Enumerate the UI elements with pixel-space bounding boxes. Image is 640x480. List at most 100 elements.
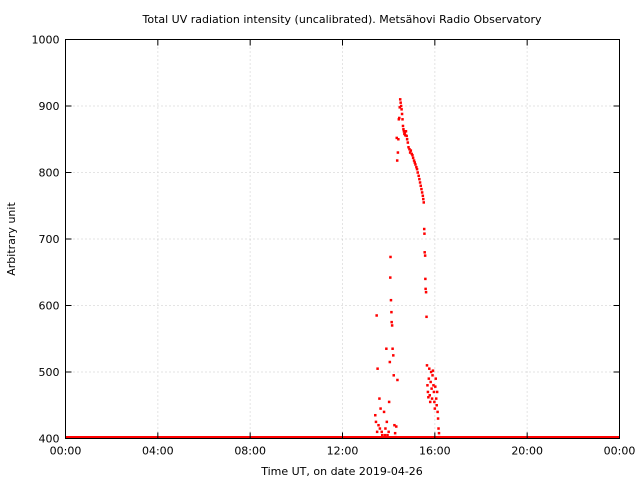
data-point xyxy=(430,397,434,400)
data-point xyxy=(436,417,440,420)
y-tick-label: 900 xyxy=(39,100,60,113)
data-point xyxy=(433,407,437,410)
data-point xyxy=(434,377,438,380)
data-point xyxy=(374,420,378,424)
data-point xyxy=(433,400,436,404)
data-point xyxy=(378,427,382,430)
data-point xyxy=(406,141,410,144)
data-point xyxy=(379,407,382,410)
data-point xyxy=(400,112,404,116)
y-tick-label: 500 xyxy=(39,366,60,379)
y-tick-label: 600 xyxy=(39,300,60,313)
data-point xyxy=(396,151,400,154)
data-point xyxy=(397,118,401,121)
data-point xyxy=(419,184,423,188)
data-point xyxy=(395,159,399,162)
data-point xyxy=(385,420,389,424)
data-point xyxy=(390,310,393,314)
chart-title: Total UV radiation intensity (uncalibrat… xyxy=(142,13,542,26)
data-point xyxy=(402,128,405,131)
data-point xyxy=(423,232,426,235)
data-point xyxy=(407,145,410,149)
data-point xyxy=(429,370,433,374)
x-tick-label: 16:00 xyxy=(419,445,451,458)
data-point xyxy=(389,255,392,259)
data-point xyxy=(418,177,421,181)
data-point xyxy=(387,430,390,434)
data-point xyxy=(411,153,414,157)
data-point xyxy=(428,367,431,370)
data-point xyxy=(385,347,388,350)
data-point xyxy=(437,431,441,435)
data-point xyxy=(390,320,393,324)
x-tick-label: 00:00 xyxy=(50,445,82,458)
y-tick-label: 400 xyxy=(39,433,60,446)
y-axis-label: Arbitrary unit xyxy=(5,202,18,276)
data-point xyxy=(384,427,387,430)
data-point xyxy=(402,130,406,133)
data-point xyxy=(425,315,428,319)
data-point xyxy=(395,136,398,140)
data-point xyxy=(404,130,408,133)
x-tick-label: 00:00 xyxy=(604,445,636,458)
data-point xyxy=(380,430,383,434)
data-point xyxy=(375,430,379,434)
data-point xyxy=(408,147,411,151)
data-point xyxy=(437,427,440,430)
y-tick-label: 800 xyxy=(39,167,60,180)
data-point xyxy=(404,134,407,137)
data-point xyxy=(413,161,417,164)
data-point xyxy=(434,385,437,388)
data-point xyxy=(393,431,397,435)
data-point xyxy=(391,347,394,350)
data-point xyxy=(387,400,391,404)
data-point xyxy=(435,390,439,394)
data-point xyxy=(432,384,435,387)
data-point xyxy=(423,251,426,254)
data-point xyxy=(392,354,395,357)
data-point xyxy=(409,149,413,152)
data-point xyxy=(405,138,409,141)
grid-layer xyxy=(65,39,620,439)
data-point xyxy=(427,396,430,399)
tick-layer: 00:00 04:00 08:00 12:00 16:00 20:00 00:0040050… xyxy=(32,34,636,458)
x-tick-label: 08:00 xyxy=(234,445,266,458)
data-point xyxy=(388,360,392,364)
data-point xyxy=(424,290,428,294)
data-point xyxy=(417,174,420,178)
data-point xyxy=(393,423,396,427)
y-tick-label: 1000 xyxy=(32,34,60,47)
data-point xyxy=(423,254,427,257)
y-tick-label: 700 xyxy=(39,233,60,246)
data-point xyxy=(420,191,424,194)
data-point xyxy=(422,201,426,204)
x-axis-label: Time UT, on date 2019-04-26 xyxy=(260,465,423,478)
data-point xyxy=(427,377,431,380)
data-point xyxy=(416,171,420,174)
data-point xyxy=(411,156,415,160)
data-point xyxy=(390,324,394,327)
data-point xyxy=(397,138,400,141)
data-point xyxy=(377,423,380,427)
data-point xyxy=(389,298,393,302)
data-point xyxy=(382,410,386,414)
data-point xyxy=(432,390,436,394)
x-tick-label: 12:00 xyxy=(327,445,359,458)
data-point xyxy=(399,104,403,108)
data-point xyxy=(401,118,404,121)
data-point xyxy=(421,194,425,198)
data-point xyxy=(431,374,434,377)
data-point xyxy=(422,227,426,231)
data-point xyxy=(431,369,435,372)
data-point xyxy=(438,435,441,439)
data-point xyxy=(403,132,406,136)
data-point xyxy=(414,163,417,166)
data-point xyxy=(434,397,438,400)
data-point xyxy=(425,364,429,367)
data-point xyxy=(396,378,399,382)
x-tick-label: 20:00 xyxy=(511,445,543,458)
data-point xyxy=(378,397,381,400)
x-tick-label: 04:00 xyxy=(142,445,174,458)
data-point xyxy=(375,314,378,317)
